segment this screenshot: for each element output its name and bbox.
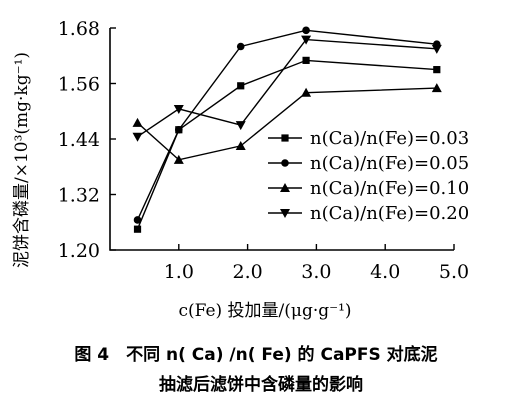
data-point-triangle-down [132,132,143,142]
data-point-circle [236,42,245,51]
series-3 [132,83,442,164]
axes: 1.20 1.32 1.44 1.56 1.68 1.0 2.0 3.0 4.0 5.0 [58,18,469,283]
x-tick-label: 2.0 [232,261,262,283]
x-axis-title: c(Fe) 投加量/(μg·g⁻¹) [178,301,351,321]
x-tick-label: 1.0 [164,261,194,283]
data-point-circle [133,216,142,224]
legend-entry: n(Ca)/n(Fe)=0.10 [268,178,469,199]
data-point-triangle-up [235,140,246,150]
data-point-square [281,134,289,142]
data-point-square [133,225,142,233]
legend-label: n(Ca)/n(Fe)=0.03 [310,128,469,149]
data-point-circle [302,26,310,35]
x-tick-label: 4.0 [370,261,400,283]
data-point-triangle-down [301,35,312,45]
legend-label: n(Ca)/n(Fe)=0.10 [310,178,469,199]
data-point-square [302,56,310,64]
data-point-triangle-down [173,104,184,114]
data-point-triangle-down [235,121,246,131]
y-tick-label: 1.20 [58,240,100,262]
data-point-circle [175,125,183,134]
series-4 [132,35,442,142]
data-point-triangle-up [173,154,184,164]
legend-entry: n(Ca)/n(Fe)=0.05 [268,153,469,174]
y-tick-label: 1.32 [58,185,100,207]
data-point-triangle-up [132,117,143,127]
legend-label: n(Ca)/n(Fe)=0.20 [310,203,469,224]
y-axis-title: 泥饼含磷量/×10³(mg·kg⁻¹) [12,52,32,268]
data-point-triangle-down [280,209,290,218]
legend-entry: n(Ca)/n(Fe)=0.20 [268,203,469,224]
caption-line-1: 图 4 不同 n( Ca) /n( Fe) 的 CaPFS 对底泥 [74,345,438,365]
x-tick-label: 5.0 [439,261,469,283]
data-point-triangle-up [301,87,312,97]
series-line [137,38,437,138]
data-point-triangle-up [431,83,442,93]
legend-label: n(Ca)/n(Fe)=0.05 [310,153,469,174]
legend: n(Ca)/n(Fe)=0.03 n(Ca)/n(Fe)=0.05 n(Ca)/n(… [268,128,469,224]
caption-line-2: 抽滤后滤饼中含磷量的影响 [159,375,363,395]
data-point-square [237,82,245,90]
data-point-circle [281,159,289,167]
y-tick-label: 1.56 [58,74,100,96]
x-tick-label: 3.0 [301,261,331,283]
data-point-triangle-down [431,44,442,54]
legend-entry: n(Ca)/n(Fe)=0.03 [268,128,469,149]
figure-caption: 图 4 不同 n( Ca) /n( Fe) 的 CaPFS 对底泥 抽滤后滤饼中… [0,340,512,400]
series-layer [132,26,442,233]
y-tick-label: 1.68 [58,18,100,40]
line-chart: 1.20 1.32 1.44 1.56 1.68 1.0 2.0 3.0 4.0 5.0 n(Ca… [12,18,469,321]
data-point-triangle-up [280,183,290,192]
data-point-square [433,66,441,74]
y-tick-label: 1.44 [58,129,100,151]
